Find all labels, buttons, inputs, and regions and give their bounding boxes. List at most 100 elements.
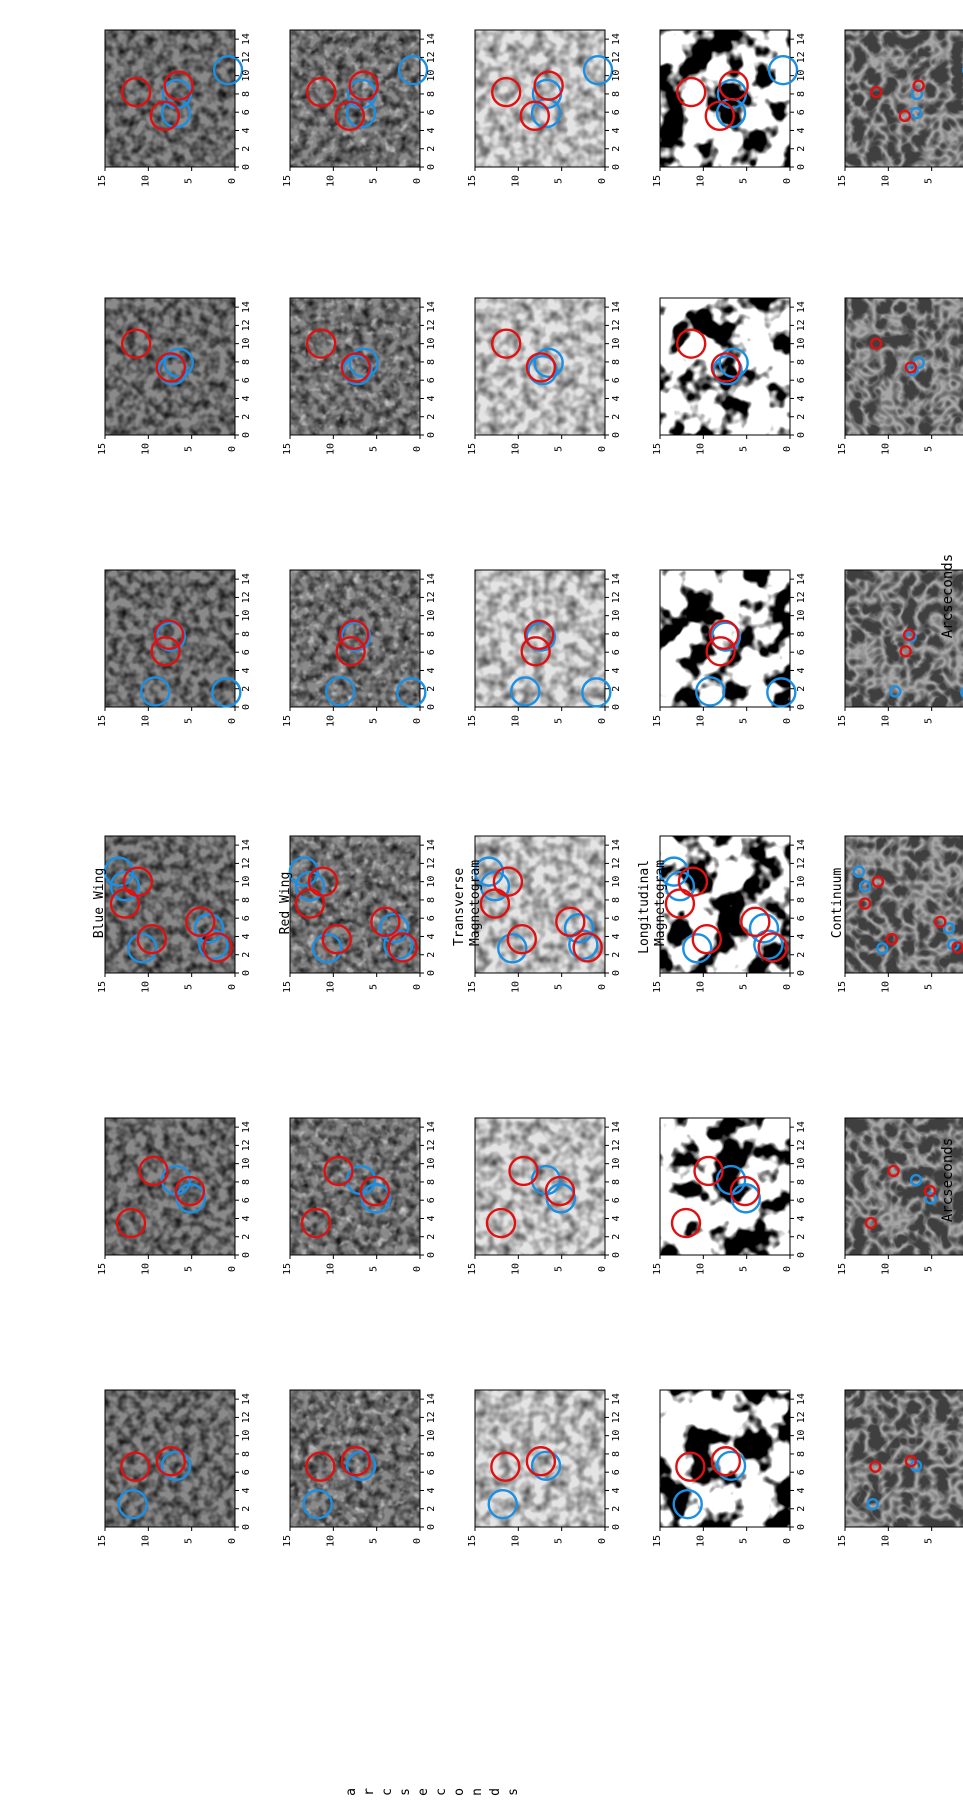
image-panel: [844, 1389, 963, 1528]
blue-feature-circle: [383, 929, 414, 960]
red-feature-circle: [525, 352, 557, 383]
blue-feature-circle: [695, 676, 726, 707]
tick-label: 5: [369, 446, 380, 452]
tick-label: 0: [796, 1524, 807, 1530]
tick-label: 12: [241, 857, 252, 869]
tick-label: 5: [924, 178, 935, 184]
axis-label-left-letter: a: [344, 1788, 359, 1796]
tick-label: 5: [924, 1538, 935, 1544]
tick-label: 6: [611, 109, 622, 115]
tick-label: 15: [837, 715, 848, 727]
tick-label: 6: [796, 915, 807, 921]
axis-label-left-letter: r: [362, 1788, 377, 1796]
blue-feature-circle: [718, 347, 749, 379]
row-labels: Blue Wing Red Wing Transverse Magnetogra…: [92, 860, 845, 954]
blue-feature-circle: [910, 87, 924, 101]
red-feature-circle: [885, 933, 898, 946]
tick-label: 12: [796, 51, 807, 63]
axis-label-bottom-2: Arcseconds: [940, 554, 956, 638]
tick-label: 6: [426, 1469, 437, 1475]
tick-label: 0: [611, 1524, 622, 1530]
blue-feature-circle: [155, 621, 187, 652]
tick-label: 6: [241, 377, 252, 383]
tick-label: 6: [426, 649, 437, 655]
tick-label: 4: [611, 395, 622, 401]
tick-label: 2: [426, 1506, 437, 1512]
tick-label: 4: [611, 127, 622, 133]
red-feature-circle: [693, 1155, 724, 1187]
tick-label: 10: [880, 1263, 891, 1275]
red-feature-circle: [525, 1446, 557, 1477]
red-feature-circle: [323, 1155, 354, 1187]
tick-label: 10: [426, 338, 437, 350]
red-feature-circle: [677, 866, 709, 897]
tick-label: 15: [282, 1263, 293, 1275]
tick-label: 6: [426, 109, 437, 115]
tick-label: 5: [369, 984, 380, 990]
tick-label: 10: [611, 70, 622, 82]
row-label-red-wing: Red Wing: [278, 872, 293, 935]
tick-label: 10: [695, 1263, 706, 1275]
image-panel: [844, 1117, 963, 1256]
red-feature-circle: [155, 352, 187, 383]
red-feature-circle: [155, 1446, 187, 1477]
blue-feature-circle: [866, 1497, 879, 1511]
tick-label: 0: [597, 178, 608, 184]
blue-feature-circle: [288, 856, 320, 887]
tick-label: 0: [412, 178, 423, 184]
tick-label: 0: [611, 164, 622, 170]
tick-label: 14: [611, 33, 622, 45]
tick-label: 10: [325, 715, 336, 727]
tick-label: 5: [554, 1538, 565, 1544]
tick-label: 5: [739, 984, 750, 990]
tick-label: 0: [611, 704, 622, 710]
tick-label: 5: [184, 178, 195, 184]
tick-label: 6: [426, 377, 437, 383]
tick-label: 5: [739, 178, 750, 184]
tick-label: 12: [426, 51, 437, 63]
tick-label: 2: [241, 146, 252, 152]
tick-label: 2: [611, 1234, 622, 1240]
tick-label: 5: [554, 984, 565, 990]
tick-label: 5: [739, 1266, 750, 1272]
tick-label: 12: [796, 591, 807, 603]
red-feature-circle: [490, 1451, 521, 1482]
blue-feature-circle: [960, 687, 963, 698]
tick-label: 6: [796, 109, 807, 115]
red-feature-circle: [670, 1207, 702, 1239]
blue-feature-circle: [712, 354, 743, 386]
blue-feature-circle: [325, 676, 356, 707]
blue-feature-circle: [473, 856, 505, 887]
image-panel: [844, 29, 963, 168]
blue-feature-circle: [766, 677, 797, 708]
tick-label: 6: [241, 1197, 252, 1203]
tick-label: 0: [597, 984, 608, 990]
tick-label: 0: [782, 984, 793, 990]
blue-feature-circle: [342, 354, 373, 386]
tick-label: 0: [782, 1266, 793, 1272]
panel-axes: 0 2 4 6 8 10 12 14 0 5 10 15 0 2 4 6 8 10 12 14 0 5 10 15 0 2 4 6 8 1…: [97, 33, 935, 1547]
axis-label-bottom-1: Arcseconds: [940, 1138, 956, 1222]
tick-label: 4: [241, 1215, 252, 1221]
tick-label: 12: [611, 1411, 622, 1423]
tick-label: 15: [837, 443, 848, 455]
tick-label: 10: [880, 715, 891, 727]
blue-feature-circle: [889, 685, 902, 698]
tick-label: 10: [796, 1430, 807, 1442]
tick-label: 15: [282, 175, 293, 187]
tick-label: 15: [97, 1535, 108, 1547]
tick-label: 8: [611, 631, 622, 637]
tick-label: 4: [426, 933, 437, 939]
tick-label: 10: [140, 1535, 151, 1547]
blue-feature-circle: [198, 929, 229, 960]
red-feature-circle: [710, 1446, 742, 1477]
red-feature-circle: [338, 619, 370, 651]
tick-label: 5: [369, 178, 380, 184]
red-feature-circle: [898, 109, 911, 123]
red-feature-circle: [676, 328, 707, 359]
blue-feature-circle: [533, 347, 564, 379]
axis-label-left-letter: s: [398, 1788, 413, 1796]
blue-feature-circle: [211, 677, 242, 708]
tick-label: 5: [184, 1538, 195, 1544]
red-feature-circle: [870, 85, 883, 99]
